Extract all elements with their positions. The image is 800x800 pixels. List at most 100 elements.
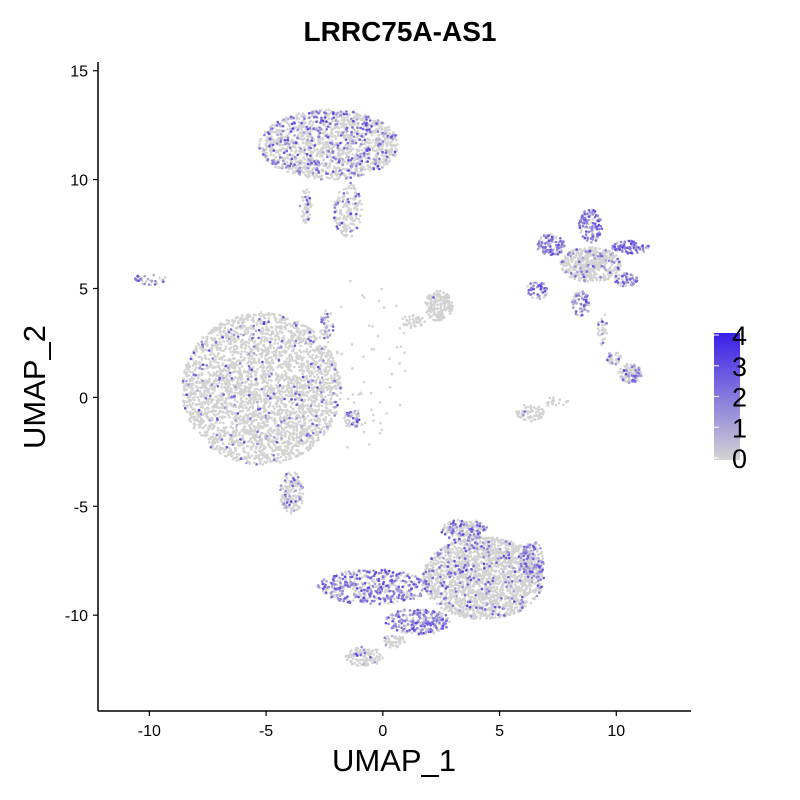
cell-point: [313, 362, 317, 366]
cell-point: [320, 369, 323, 373]
cell-point: [273, 157, 277, 161]
cell-point: [264, 384, 268, 388]
cell-point: [302, 387, 306, 391]
cell-point: [324, 395, 327, 399]
cell-point: [211, 391, 215, 395]
cell-point: [231, 361, 234, 364]
cell-point: [255, 344, 258, 348]
cell-point: [295, 156, 299, 160]
cell-point: [334, 172, 337, 176]
cell-point: [317, 438, 320, 442]
cell-point: [276, 433, 280, 437]
cell-point: [272, 346, 276, 350]
cell-point: [259, 374, 263, 378]
cell-point: [265, 397, 268, 400]
cell-point: [231, 431, 235, 434]
cell-point: [249, 391, 252, 395]
cell-point: [281, 143, 285, 147]
cell-point: [263, 400, 267, 403]
cell-point: [280, 321, 283, 324]
cell-point: [287, 123, 291, 126]
cell-point: [344, 225, 348, 228]
cell-point: [286, 363, 290, 366]
cell-point: [436, 310, 440, 314]
cell-point: [253, 340, 257, 343]
cell-point: [338, 397, 342, 401]
cell-point: [284, 405, 287, 409]
cell-point: [302, 166, 305, 169]
cell-point: [329, 376, 333, 380]
cell-point: [301, 134, 304, 138]
cell-point: [240, 350, 244, 353]
cell-point: [278, 144, 281, 147]
cell-point: [207, 398, 210, 401]
cell-point: [368, 123, 372, 127]
cell-point: [241, 416, 245, 419]
cell-point: [296, 423, 299, 426]
cell-point: [327, 319, 330, 323]
cell-point: [360, 118, 363, 121]
cell-point: [388, 153, 392, 156]
cell-point: [291, 445, 294, 449]
cell-point: [261, 344, 265, 348]
cell-point: [194, 392, 197, 396]
cell-point: [200, 434, 203, 437]
cell-point: [342, 217, 345, 220]
cell-point: [313, 149, 317, 152]
cell-point: [327, 145, 331, 148]
cell-point: [393, 145, 397, 148]
cell-point: [261, 377, 265, 381]
cell-point: [257, 449, 261, 453]
cell-point: [289, 473, 293, 477]
cell-point: [302, 394, 306, 397]
cell-point: [317, 138, 320, 141]
cell-point: [224, 332, 228, 335]
cell-point: [321, 137, 324, 140]
cell-point: [233, 319, 237, 323]
cell-point: [277, 397, 281, 400]
cell-point: [316, 417, 320, 420]
cell-point: [221, 404, 224, 408]
cell-point: [349, 187, 353, 190]
cell-point: [275, 402, 279, 405]
cell-point: [298, 491, 302, 495]
cell-point: [279, 416, 282, 419]
cell-point: [285, 425, 289, 429]
cell-point: [187, 361, 190, 365]
chart-title: LRRC75A-AS1: [303, 16, 497, 47]
cell-point: [315, 152, 319, 156]
cell-point: [247, 341, 250, 345]
cell-point: [206, 382, 209, 385]
cell-point: [235, 345, 239, 348]
cell-point: [262, 373, 266, 377]
cell-point: [196, 386, 199, 390]
cell-point: [302, 214, 306, 217]
cell-point: [213, 389, 216, 392]
cell-point: [198, 431, 201, 435]
cell-point: [223, 323, 226, 327]
cell-point: [207, 332, 211, 335]
cell-point: [263, 408, 267, 411]
cell-point: [349, 197, 352, 200]
cell-point: [306, 215, 310, 218]
cell-point: [271, 449, 275, 452]
cell-point: [245, 397, 248, 401]
cell-point: [280, 395, 284, 399]
cell-point: [287, 489, 291, 492]
cell-point: [284, 456, 288, 459]
cell-point: [303, 113, 306, 117]
cell-point: [341, 167, 345, 171]
cell-point: [284, 458, 288, 462]
cell-point: [244, 332, 247, 335]
cell-point: [349, 208, 353, 211]
cell-point: [316, 436, 320, 439]
cell-point: [273, 342, 276, 345]
cell-point: [278, 329, 282, 333]
cell-point: [276, 166, 280, 169]
cell-point: [293, 494, 296, 497]
cell-point: [318, 378, 322, 382]
cell-point: [298, 381, 302, 385]
cell-point: [350, 234, 354, 238]
cell-point: [277, 364, 281, 367]
